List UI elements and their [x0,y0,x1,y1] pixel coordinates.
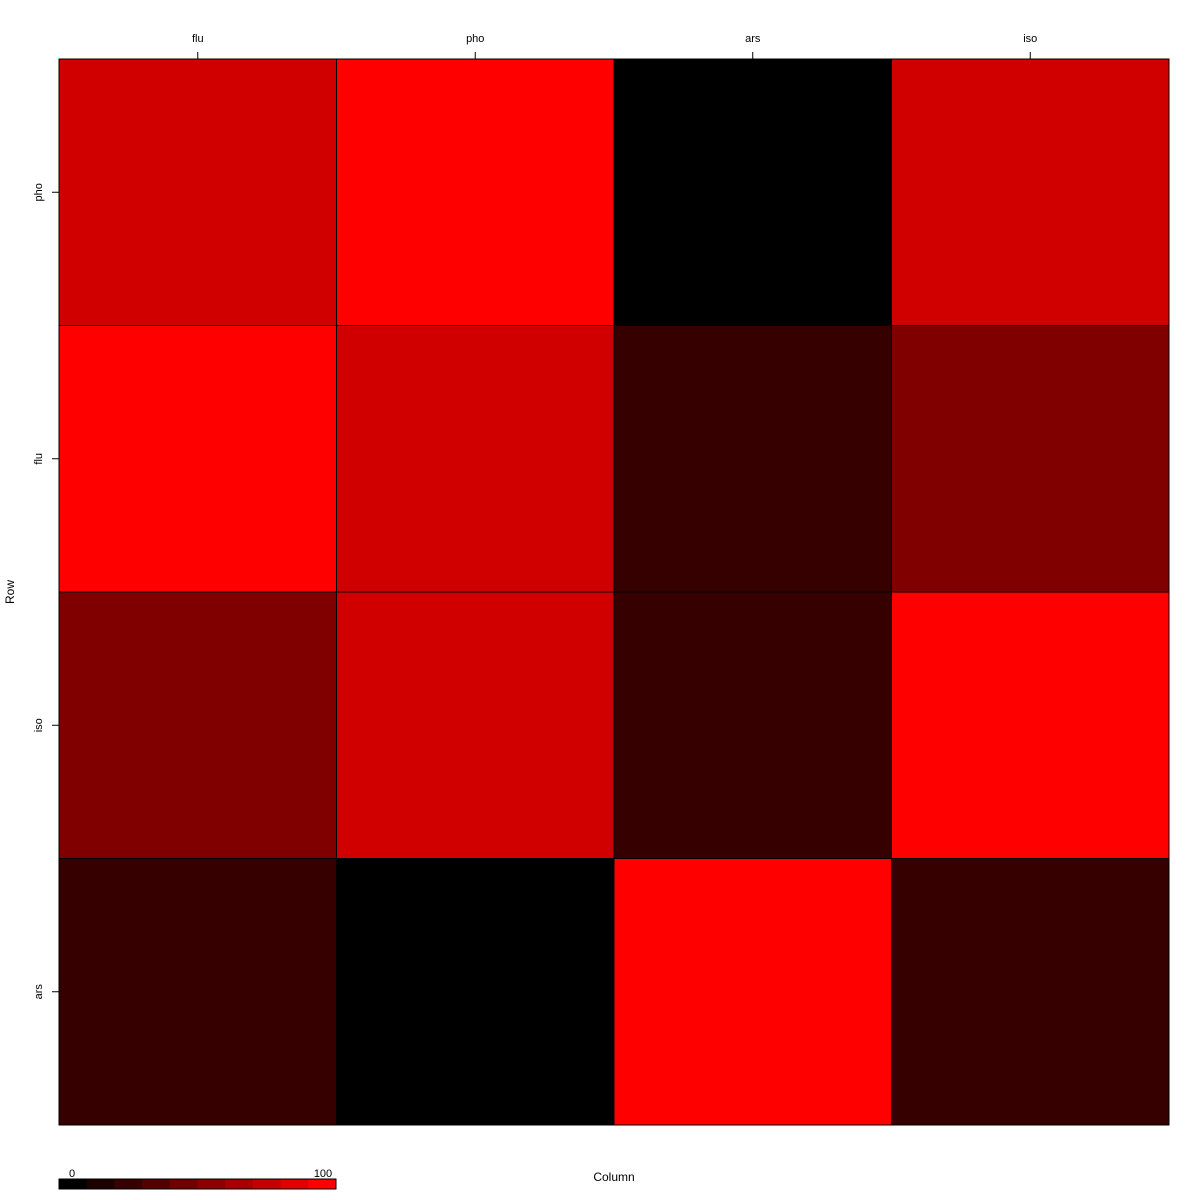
y-tick-label: pho [33,183,45,201]
heatmap-cell-pho-ars [613,58,892,326]
y-tick-label: flu [33,453,45,465]
heatmap-cell-flu-iso [891,325,1170,593]
heatmap-cell-iso-iso [891,591,1170,859]
heatmap-cell-iso-flu [58,591,337,859]
color-legend-step [86,1179,115,1189]
color-legend-max-label: 100 [314,1168,332,1180]
heatmap-cell-iso-ars [613,591,892,859]
color-legend-border [58,1178,337,1190]
heatmap-cell-pho-pho [336,58,615,326]
y-axis-ticks: pho flu iso ars [33,183,59,999]
y-axis-title: Row [3,580,17,604]
x-tick-label: flu [192,33,204,45]
heatmap-cell-pho-flu [58,58,337,326]
x-axis-ticks: flu pho ars iso [192,33,1037,59]
heatmap-cell-iso-pho [336,591,615,859]
color-legend-step [59,1179,88,1189]
heatmap-cell-pho-iso [891,58,1170,326]
color-legend-step [308,1179,337,1189]
color-legend-step [114,1179,143,1189]
heatmap-cells [58,58,1170,1126]
heatmap-cell-flu-flu [58,325,337,593]
y-tick-label: ars [33,984,45,1000]
plot-border [58,58,1170,1126]
y-tick-label: iso [33,718,45,732]
x-axis-title: Column [593,1170,634,1184]
heatmap-cell-ars-flu [58,858,337,1126]
color-legend-step [142,1179,171,1189]
heatmap-cell-flu-ars [613,325,892,593]
color-legend-step [280,1179,309,1189]
color-legend-steps [59,1179,337,1189]
heatmap-cell-flu-pho [336,325,615,593]
heatmap-cell-ars-ars [613,858,892,1126]
heatmap-cell-ars-iso [891,858,1170,1126]
color-legend-min-label: 0 [69,1168,75,1180]
x-tick-label: iso [1023,33,1037,45]
color-legend-step [169,1179,198,1189]
color-legend-step [225,1179,254,1189]
heatmap-cell-ars-pho [336,858,615,1126]
x-tick-label: pho [466,33,484,45]
color-legend-step [197,1179,226,1189]
color-legend-step [252,1179,282,1189]
color-legend: 0 100 [58,1168,337,1190]
x-tick-label: ars [745,33,761,45]
